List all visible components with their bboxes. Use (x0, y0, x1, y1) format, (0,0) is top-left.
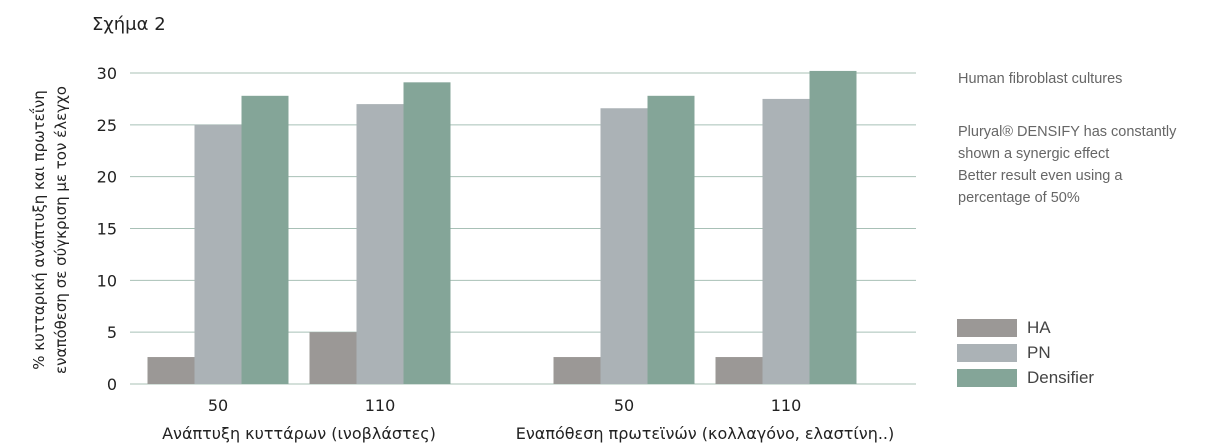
y-tick-label: 20 (97, 168, 117, 187)
y-axis-label: % κυτταρική ανάπτυξη και πρωτεΐνη (28, 90, 48, 370)
x-tick-label: 50 (208, 396, 228, 415)
note-line: Human fibroblast cultures (958, 71, 1123, 87)
bar-densifier (403, 82, 451, 384)
note-line: Better result even using a (958, 168, 1123, 184)
x-group-label: Ανάπτυξη κυττάρων (ινοβλάστες) (162, 424, 436, 443)
x-group-label: Εναπόθεση πρωτεϊνών (κολλαγόνο, ελαστίνη… (516, 424, 895, 443)
legend-item-densifier: Densifier (957, 367, 1094, 389)
bar-ha (553, 357, 601, 384)
legend-swatch-ha (957, 319, 1017, 337)
legend-item-pn: PN (957, 342, 1094, 364)
bar-densifier (241, 95, 289, 384)
bar-pn (194, 124, 242, 384)
bar-pn (600, 108, 648, 384)
legend-swatch-pn (957, 344, 1017, 362)
legend-label-pn: PN (1027, 343, 1051, 362)
y-tick-label: 5 (107, 323, 117, 342)
bar-ha (309, 332, 357, 384)
bar-ha (715, 357, 763, 384)
bar-pn (762, 98, 810, 385)
y-tick-label: 30 (97, 64, 117, 83)
legend-item-ha: HA (957, 317, 1094, 339)
chart-legend: HA PN Densifier (957, 317, 1094, 392)
bar-densifier (647, 95, 695, 384)
legend-label-ha: HA (1027, 318, 1051, 337)
note-line: shown a synergic effect (958, 146, 1110, 162)
note-line: percentage of 50% (958, 190, 1080, 206)
y-tick-label: 25 (97, 116, 117, 135)
legend-swatch-densifier (957, 369, 1017, 387)
bar-chart: 0 5 10 15 20 25 30 % κυτταρική ανάπτυξη και πρω… (28, 64, 916, 443)
x-tick-label: 50 (614, 396, 634, 415)
legend-label-densifier: Densifier (1027, 368, 1095, 387)
x-tick-label: 110 (365, 396, 396, 415)
y-tick-label: 10 (97, 271, 117, 290)
bar-ha (147, 357, 195, 384)
note-culture: Human fibroblast cultures (958, 68, 1122, 90)
note-description: Pluryal® DENSIFY has constantly shown a … (958, 121, 1176, 209)
y-tick-label: 15 (97, 220, 117, 239)
note-line: Pluryal® DENSIFY has constantly (958, 124, 1177, 140)
x-tick-label: 110 (771, 396, 802, 415)
chart-title: Σχήμα 2 (92, 14, 166, 35)
bar-densifier (809, 70, 857, 384)
bar-pn (356, 104, 404, 384)
y-axis-label: εναπόθεση σε σύγκριση με τον έλεγχο (52, 86, 70, 374)
y-tick-label: 0 (107, 375, 117, 394)
